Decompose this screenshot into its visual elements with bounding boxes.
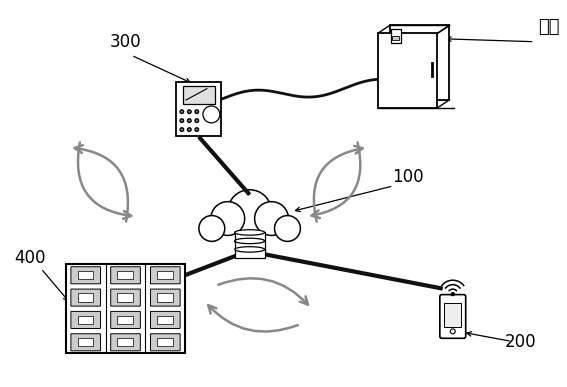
Ellipse shape bbox=[235, 239, 265, 244]
Circle shape bbox=[188, 119, 191, 122]
Circle shape bbox=[451, 293, 454, 296]
Bar bbox=[78, 293, 94, 302]
Circle shape bbox=[180, 128, 184, 131]
FancyBboxPatch shape bbox=[150, 267, 180, 284]
Bar bbox=[78, 338, 94, 346]
FancyBboxPatch shape bbox=[111, 267, 141, 284]
FancyBboxPatch shape bbox=[111, 334, 141, 351]
FancyBboxPatch shape bbox=[71, 267, 100, 284]
Ellipse shape bbox=[235, 230, 265, 235]
Text: 200: 200 bbox=[505, 333, 536, 351]
Circle shape bbox=[255, 202, 289, 235]
Circle shape bbox=[228, 190, 272, 233]
Text: 100: 100 bbox=[392, 168, 424, 186]
Circle shape bbox=[195, 119, 198, 122]
Circle shape bbox=[180, 110, 184, 113]
FancyBboxPatch shape bbox=[176, 82, 221, 136]
Bar bbox=[78, 271, 94, 279]
Text: 门禁: 门禁 bbox=[539, 18, 560, 36]
FancyBboxPatch shape bbox=[111, 289, 141, 306]
Bar bbox=[444, 303, 462, 327]
Bar bbox=[157, 293, 173, 302]
Circle shape bbox=[188, 110, 191, 113]
FancyBboxPatch shape bbox=[71, 289, 100, 306]
FancyBboxPatch shape bbox=[440, 295, 466, 338]
FancyBboxPatch shape bbox=[71, 312, 100, 329]
Circle shape bbox=[211, 202, 245, 235]
Bar bbox=[117, 316, 133, 324]
Ellipse shape bbox=[235, 247, 265, 252]
Bar bbox=[183, 86, 215, 103]
Bar bbox=[235, 233, 265, 241]
Circle shape bbox=[180, 119, 184, 122]
Bar bbox=[66, 264, 185, 353]
Circle shape bbox=[199, 216, 225, 241]
FancyBboxPatch shape bbox=[150, 334, 180, 351]
Bar bbox=[117, 271, 133, 279]
FancyBboxPatch shape bbox=[111, 312, 141, 329]
Circle shape bbox=[450, 329, 455, 334]
FancyBboxPatch shape bbox=[150, 312, 180, 329]
Bar bbox=[117, 338, 133, 346]
Bar bbox=[157, 271, 173, 279]
Bar bbox=[378, 33, 438, 108]
Bar bbox=[157, 316, 173, 324]
Text: 400: 400 bbox=[14, 249, 45, 267]
Bar bbox=[117, 293, 133, 302]
Bar bbox=[392, 36, 399, 41]
FancyBboxPatch shape bbox=[150, 289, 180, 306]
Bar bbox=[235, 241, 265, 250]
Ellipse shape bbox=[235, 238, 265, 244]
Polygon shape bbox=[390, 26, 450, 100]
Bar bbox=[391, 29, 401, 43]
Circle shape bbox=[203, 106, 220, 123]
Circle shape bbox=[195, 128, 198, 131]
Circle shape bbox=[274, 216, 301, 241]
Bar bbox=[78, 316, 94, 324]
FancyBboxPatch shape bbox=[71, 334, 100, 351]
Text: 300: 300 bbox=[109, 34, 141, 51]
Circle shape bbox=[188, 128, 191, 131]
Bar bbox=[235, 249, 265, 259]
Circle shape bbox=[195, 110, 198, 113]
Bar bbox=[157, 338, 173, 346]
